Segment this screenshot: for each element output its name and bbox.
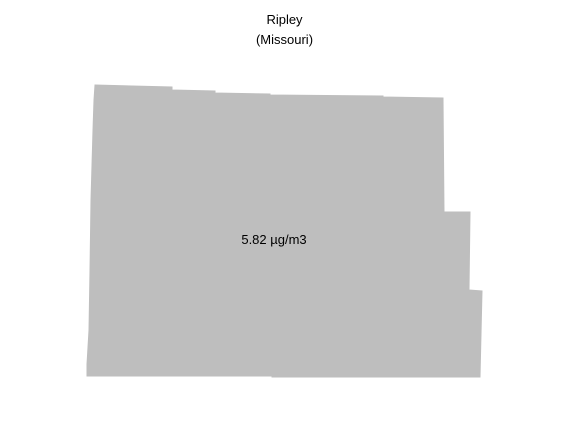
county-value-label: 5.82 µg/m3 bbox=[241, 232, 306, 247]
map-title: Ripley bbox=[266, 12, 303, 27]
map-subtitle: (Missouri) bbox=[255, 32, 314, 47]
county-region-ripley bbox=[86, 84, 483, 378]
